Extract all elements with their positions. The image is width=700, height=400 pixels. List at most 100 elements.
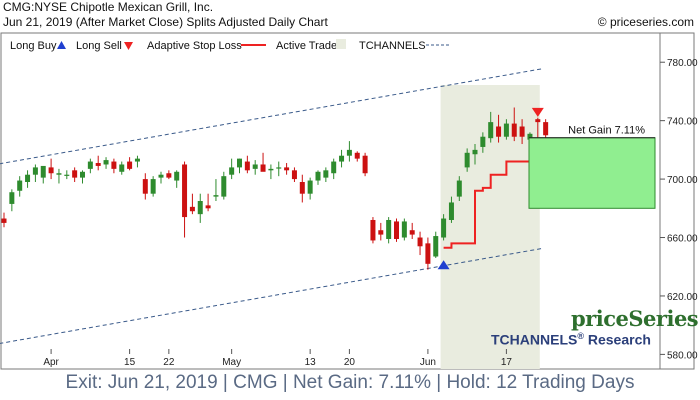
research-prefix: TCHANNELS — [491, 331, 578, 348]
long-sell-legend-icon — [124, 42, 133, 50]
tchannels-research-logo: TCHANNELS® Research — [491, 331, 651, 348]
candle — [25, 170, 31, 188]
candle — [103, 157, 109, 169]
candle — [40, 165, 46, 184]
legend-long-buy: Long Buy — [10, 40, 57, 52]
candle-body — [417, 237, 423, 247]
candle — [503, 119, 509, 140]
candle-body — [464, 152, 470, 168]
candle — [127, 157, 133, 171]
candle — [307, 177, 313, 200]
candle — [276, 161, 282, 177]
candle-body — [72, 170, 78, 178]
candle — [111, 158, 117, 174]
candle — [213, 179, 219, 201]
candle-body — [472, 149, 478, 155]
candle — [158, 171, 164, 184]
tchannel-upper — [0, 68, 543, 165]
candle — [142, 173, 148, 200]
candle — [72, 167, 78, 183]
candle — [464, 148, 470, 172]
candle — [205, 193, 211, 212]
candle-body — [205, 205, 211, 209]
candle — [346, 141, 352, 162]
candle — [64, 170, 70, 180]
candle-body — [221, 176, 227, 197]
candle-body — [284, 167, 290, 171]
candle — [535, 117, 541, 142]
candle-body — [229, 167, 235, 175]
candle-body — [441, 218, 447, 238]
trade-summary-footer: Exit: Jun 21, 2019 | CMG | Net Gain: 7.1… — [65, 372, 635, 393]
candle-body — [488, 122, 494, 139]
candle — [229, 158, 235, 180]
candle-body — [95, 163, 101, 166]
candle — [32, 164, 38, 183]
candle-body — [425, 243, 431, 264]
legend-long-sell: Long Sell — [76, 40, 122, 52]
candle-body — [142, 179, 148, 194]
candle-body — [260, 164, 266, 172]
y-tick-label: 660.00 — [667, 234, 698, 245]
candle — [472, 144, 478, 165]
candle-body — [339, 155, 345, 162]
candle — [119, 161, 125, 175]
candle — [339, 149, 345, 168]
legend-tchannels: TCHANNELS — [359, 40, 426, 52]
tchannel-lower — [0, 247, 543, 344]
candle-body — [535, 119, 541, 123]
candle-body — [103, 160, 109, 165]
y-tick-label: 700.00 — [667, 175, 698, 186]
x-axis: Apr 15 22 May 13 20 Jun 17 — [43, 349, 512, 368]
candle-body — [48, 167, 54, 174]
long-sell-arrow-icon — [531, 107, 544, 117]
candle-body — [307, 180, 313, 194]
candle-body — [127, 161, 133, 169]
candle-body — [213, 195, 219, 197]
net-gain-label: Net Gain 7.11% — [568, 125, 645, 137]
candle-body — [323, 170, 329, 178]
candle — [48, 158, 54, 180]
research-suffix: Research — [583, 331, 651, 348]
legend-active-trade: Active Trade — [276, 40, 337, 52]
x-tick-label: 20 — [344, 357, 356, 368]
long-buy-legend-icon — [57, 41, 66, 49]
candle — [315, 170, 321, 185]
candle-body — [456, 180, 462, 197]
candle — [252, 160, 258, 175]
candle-body — [25, 174, 31, 183]
candle-body — [150, 179, 156, 194]
candle-body — [87, 161, 93, 169]
candle-body — [291, 170, 297, 180]
y-tick-label: 620.00 — [667, 292, 698, 303]
candle — [174, 170, 180, 188]
candle — [182, 161, 188, 238]
candle — [268, 164, 274, 180]
candle-body — [370, 219, 376, 241]
candle-body — [331, 161, 337, 174]
candle-body — [394, 221, 399, 239]
candle — [394, 218, 399, 242]
candle-body — [378, 230, 384, 235]
net-gain-box — [528, 137, 656, 209]
candle-body — [315, 171, 321, 181]
candle-body — [362, 155, 368, 174]
candle — [433, 231, 439, 258]
candle-body — [409, 230, 415, 235]
candle-body — [64, 174, 70, 176]
research-mark: ® — [577, 331, 584, 341]
candle — [362, 152, 368, 177]
chart-subtitle: Jun 21, 2019 (After Market Close) Splits… — [3, 15, 328, 29]
adaptive-stop-line — [443, 160, 538, 249]
candle-body — [40, 165, 46, 178]
candle-body — [197, 201, 203, 215]
x-tick-label: 13 — [305, 357, 317, 368]
candle — [519, 119, 525, 145]
x-tick-label: 17 — [501, 357, 513, 368]
candle — [56, 168, 62, 184]
candle-body — [80, 171, 85, 178]
candle — [150, 176, 156, 197]
candle-body — [111, 161, 117, 169]
candle-body — [166, 173, 172, 178]
candle — [417, 231, 423, 256]
